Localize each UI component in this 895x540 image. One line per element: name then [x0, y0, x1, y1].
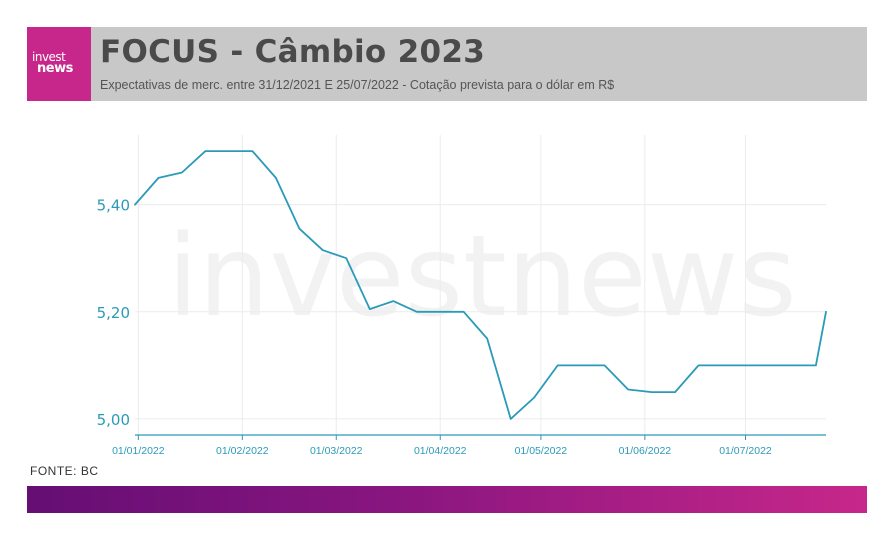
y-tick-label: 5,00: [97, 411, 130, 429]
brand-logo: invest news: [27, 27, 91, 101]
x-tick-label: 01/05/2022: [515, 445, 568, 457]
x-tick-label: 01/03/2022: [310, 445, 363, 457]
brand-gradient-bar: [27, 486, 867, 513]
series-layer: [134, 150, 827, 420]
tick-labels: 5,00 5,20 5,40 01/01/2022 01/02/2022 01/03/20…: [97, 197, 772, 457]
logo-text-bottom: news: [37, 61, 73, 76]
chart-header: invest news FOCUS - Câmbio 2023 Expectat…: [27, 27, 867, 101]
axes: [135, 434, 826, 440]
watermark-text: investnews: [167, 212, 796, 342]
chart-subtitle: Expectativas de merc. entre 31/12/2021 E…: [100, 78, 615, 92]
chart-title: FOCUS - Câmbio 2023: [100, 34, 486, 70]
y-tick-label: 5,40: [97, 197, 130, 215]
x-tick-label: 01/04/2022: [414, 445, 467, 457]
series-line: [134, 150, 827, 420]
logo-text-top: invest: [32, 50, 66, 64]
y-tick-label: 5,20: [97, 304, 130, 322]
grid-lines: [135, 135, 826, 435]
x-tick-label: 01/07/2022: [719, 445, 772, 457]
x-tick-label: 01/01/2022: [112, 445, 165, 457]
x-tick-label: 01/02/2022: [216, 445, 269, 457]
source-note: FONTE: BC: [30, 464, 99, 478]
x-tick-label: 01/06/2022: [619, 445, 672, 457]
